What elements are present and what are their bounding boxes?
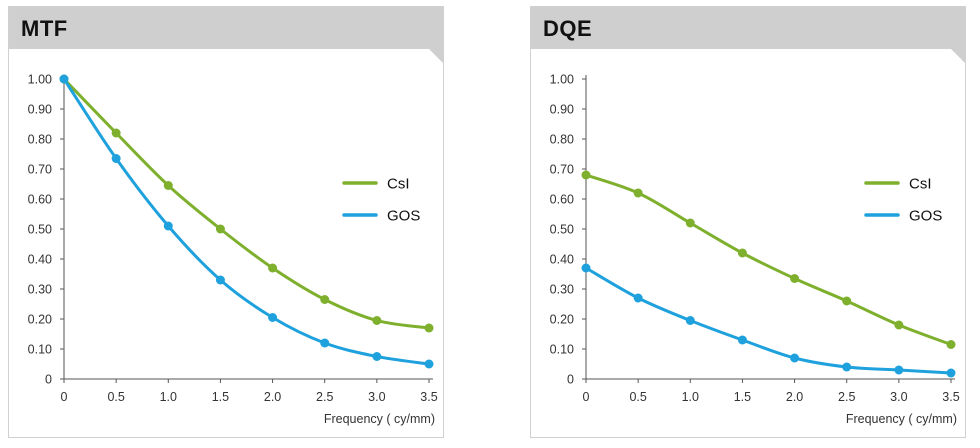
mtf-legend-gos-label: GOS bbox=[387, 208, 420, 225]
mtf-y-tick-label: 0.60 bbox=[28, 193, 52, 207]
dqe-series-gos-point bbox=[633, 293, 643, 303]
header-corner-notch bbox=[429, 49, 443, 63]
mtf-y-tick-label: 0.90 bbox=[28, 103, 52, 117]
dqe-x-tick-label: 1.0 bbox=[682, 390, 699, 404]
mtf-y-tick-label: 0.80 bbox=[28, 133, 52, 147]
mtf-series-csi-point bbox=[424, 323, 434, 333]
dqe-series-gos-line bbox=[584, 266, 953, 375]
dqe-y-tick-label: 0.50 bbox=[550, 223, 574, 237]
mtf-series-gos-point bbox=[372, 352, 382, 361]
dqe-x-tick-label: 1.5 bbox=[734, 390, 751, 404]
dqe-series-csi-point bbox=[685, 218, 695, 228]
mtf-x-tick-label: 1.0 bbox=[160, 390, 177, 404]
dqe-series-csi-point bbox=[581, 170, 591, 180]
mtf-series-gos-point bbox=[163, 221, 173, 231]
dqe-series-gos-point bbox=[737, 335, 747, 345]
mtf-x-tick-label: 3.0 bbox=[368, 390, 385, 404]
mtf-series-gos-point bbox=[320, 338, 330, 348]
dqe-y-tick-label: 0 bbox=[567, 373, 574, 387]
dqe-legend-csi-label: CsI bbox=[909, 176, 932, 193]
mtf-series-csi-point bbox=[372, 316, 382, 325]
dqe-y-tick-label: 0.90 bbox=[550, 103, 574, 117]
mtf-chart: 00.100.200.300.400.500.600.700.800.901.0… bbox=[28, 73, 438, 427]
mtf-y-tick-label: 0.20 bbox=[28, 313, 52, 327]
dqe-panel-header: DQE bbox=[531, 7, 965, 49]
mtf-series-gos-point bbox=[59, 74, 69, 84]
dqe-series-csi-point bbox=[946, 340, 956, 349]
mtf-title: MTF bbox=[21, 16, 68, 41]
mtf-x-tick-label: 0 bbox=[61, 390, 68, 404]
dqe-title: DQE bbox=[543, 16, 593, 41]
mtf-y-tick-label: 0.50 bbox=[28, 223, 52, 237]
dqe-x-tick-label: 3.0 bbox=[890, 390, 907, 404]
mtf-y-tick-label: 1.00 bbox=[28, 73, 52, 87]
mtf-panel: MTF 0 0.10 0.20 0.30 0.40 0.50 0.60 0.70 0.80 0.9… bbox=[8, 6, 444, 438]
mtf-y-tick-label: 0.40 bbox=[28, 253, 52, 267]
dqe-chart: 00.100.200.300.400.500.600.700.800.901.0… bbox=[550, 73, 960, 427]
dqe-x-tick-label: 3.5 bbox=[942, 390, 959, 404]
dqe-y-tick-label: 0.10 bbox=[550, 343, 574, 357]
dqe-x-tick-label: 0 bbox=[583, 390, 590, 404]
mtf-series-csi-point bbox=[268, 263, 278, 273]
mtf-series-csi-point bbox=[320, 295, 330, 304]
mtf-series-gos-point bbox=[111, 154, 121, 163]
dqe-legend-gos-label: GOS bbox=[909, 208, 942, 225]
dqe-series-gos-point bbox=[581, 263, 591, 273]
dqe-x-tick-label: 2.0 bbox=[786, 390, 803, 404]
dqe-y-tick-label: 0.30 bbox=[550, 283, 574, 297]
dqe-y-tick-label: 0.20 bbox=[550, 313, 574, 327]
dqe-series-gos-point bbox=[685, 316, 695, 325]
dqe-series-gos-point bbox=[946, 368, 956, 378]
dqe-series-csi-line bbox=[584, 173, 953, 346]
dqe-series-gos-point bbox=[894, 365, 904, 375]
mtf-x-tick-label: 0.5 bbox=[107, 390, 124, 404]
mtf-x-axis-title: Frequency ( cy/mm) bbox=[324, 412, 435, 426]
dqe-series-gos-point bbox=[842, 362, 852, 372]
mtf-series-gos-point bbox=[215, 275, 225, 285]
dqe-x-axis-title: Frequency ( cy/mm) bbox=[846, 412, 957, 426]
dqe-y-tick-label: 0.60 bbox=[550, 193, 574, 207]
header-corner-notch bbox=[951, 49, 965, 63]
mtf-series-csi-point bbox=[215, 224, 225, 234]
mtf-series-csi-point bbox=[163, 181, 173, 190]
dqe-x-tick-label: 0.5 bbox=[629, 390, 646, 404]
mtf-y-tick-label: 0.70 bbox=[28, 163, 52, 177]
dqe-series-csi-point bbox=[790, 274, 800, 283]
mtf-series-csi-point bbox=[111, 128, 121, 138]
dqe-series-csi-point bbox=[842, 296, 852, 306]
dqe-series-csi-point bbox=[894, 320, 904, 330]
mtf-series-gos-point bbox=[268, 313, 278, 322]
mtf-legend-csi-label: CsI bbox=[387, 176, 410, 193]
mtf-series-gos-point bbox=[424, 359, 434, 369]
mtf-y-tick-label: 0.30 bbox=[28, 283, 52, 297]
dqe-panel: DQE 0 0.10 0.20 0.30 0.40 0.50 0.60 0.70 0.80 0.9… bbox=[530, 6, 966, 438]
dqe-x-tick-label: 2.5 bbox=[838, 390, 855, 404]
dqe-series-csi-point bbox=[737, 248, 747, 258]
mtf-x-tick-label: 3.5 bbox=[420, 390, 437, 404]
dqe-y-tick-label: 0.40 bbox=[550, 253, 574, 267]
dqe-series-gos-point bbox=[790, 353, 800, 363]
mtf-x-tick-label: 2.5 bbox=[316, 390, 333, 404]
mtf-series-csi-line bbox=[62, 77, 431, 330]
dqe-y-tick-label: 0.80 bbox=[550, 133, 574, 147]
mtf-x-tick-label: 1.5 bbox=[212, 390, 229, 404]
dqe-y-tick-label: 0.70 bbox=[550, 163, 574, 177]
dqe-y-tick-label: 1.00 bbox=[550, 73, 574, 87]
mtf-panel-header: MTF bbox=[9, 7, 443, 49]
mtf-x-tick-label: 2.0 bbox=[264, 390, 281, 404]
dqe-series-csi-point bbox=[633, 188, 643, 198]
mtf-y-tick-label: 0.10 bbox=[28, 343, 52, 357]
mtf-y-tick-label: 0 bbox=[45, 373, 52, 387]
